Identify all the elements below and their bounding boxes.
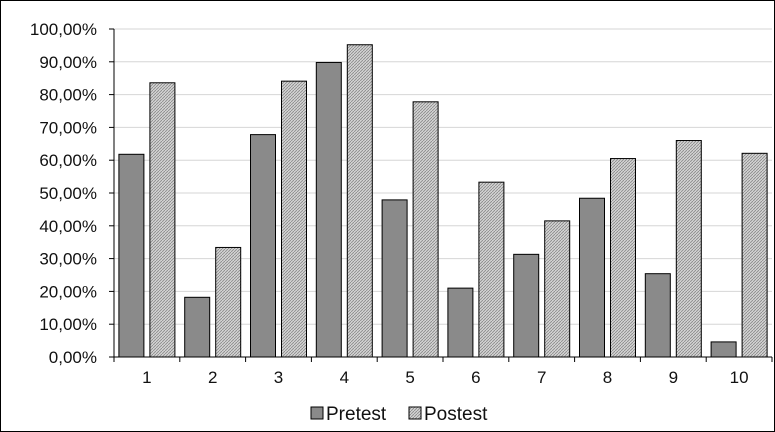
y-tick-label: 0,00% xyxy=(49,348,97,367)
bar-pretest-6 xyxy=(447,287,474,358)
x-tick-label: 7 xyxy=(537,368,546,387)
legend: Pretest Postest xyxy=(310,404,488,425)
bar-postest-3 xyxy=(281,80,307,358)
bar-postest-1 xyxy=(149,82,176,358)
x-tick-label: 10 xyxy=(730,368,749,387)
legend-label-postest: Postest xyxy=(424,404,488,425)
y-tick-label: 40,00% xyxy=(39,217,97,236)
gridlines xyxy=(114,28,772,325)
bar-pretest-5 xyxy=(381,199,408,358)
legend-swatch-pretest xyxy=(310,406,324,420)
x-tick-label: 4 xyxy=(340,368,349,387)
bar-postest-2 xyxy=(215,246,242,358)
bar-pretest-10 xyxy=(710,341,737,358)
y-tick-label: 10,00% xyxy=(39,315,97,334)
bar-pretest-1 xyxy=(118,153,145,358)
bar-pretest-2 xyxy=(184,296,211,358)
bar-postest-9 xyxy=(675,140,702,358)
bar-postest-5 xyxy=(412,101,439,358)
x-tick-label: 5 xyxy=(405,368,414,387)
y-tick-label: 60,00% xyxy=(39,151,97,170)
x-tick-label: 9 xyxy=(669,368,678,387)
bar-pretest-9 xyxy=(644,273,671,358)
y-tick-label: 50,00% xyxy=(39,184,97,203)
legend-label-pretest: Pretest xyxy=(326,404,387,425)
y-tick-label: 20,00% xyxy=(39,282,97,301)
x-tick-label: 8 xyxy=(603,368,612,387)
bar-postest-6 xyxy=(478,181,505,358)
bars xyxy=(118,44,768,358)
x-tick-label: 1 xyxy=(142,368,151,387)
y-tick-label: 70,00% xyxy=(39,118,97,137)
legend-swatch-postest xyxy=(408,406,422,420)
y-tick-label: 100,00% xyxy=(30,20,97,39)
bar-postest-10 xyxy=(741,152,768,358)
y-tick-labels: 0,00% 10,00% 20,00% 30,00% 40,00% 50,00% 60,00… xyxy=(30,20,97,367)
bar-postest-4 xyxy=(346,44,373,358)
x-tick-label: 3 xyxy=(274,368,283,387)
bar-postest-7 xyxy=(544,220,571,358)
bar-pretest-4 xyxy=(315,61,342,358)
x-tick-labels: 1 2 3 4 5 6 7 8 9 10 xyxy=(142,368,748,387)
y-tick-label: 80,00% xyxy=(39,86,97,105)
bar-pretest-7 xyxy=(513,253,540,358)
bar-postest-8 xyxy=(610,158,636,358)
bar-pretest-3 xyxy=(250,134,276,358)
y-tick-label: 90,00% xyxy=(39,53,97,72)
x-tick-label: 2 xyxy=(208,368,217,387)
x-tick-label: 6 xyxy=(471,368,480,387)
bar-pretest-8 xyxy=(579,197,605,358)
y-tick-label: 30,00% xyxy=(39,250,97,269)
axes xyxy=(109,28,773,362)
